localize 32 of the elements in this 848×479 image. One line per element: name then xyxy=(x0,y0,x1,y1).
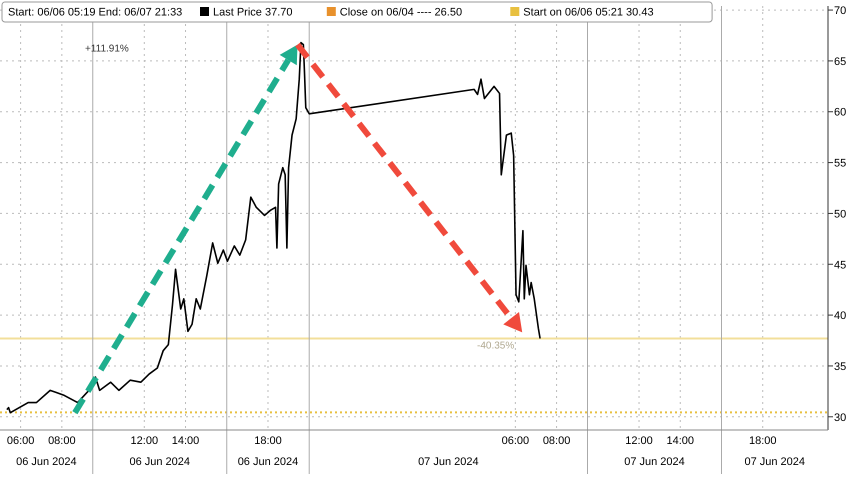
line-series xyxy=(6,42,541,414)
annotation: -40.35% xyxy=(476,340,514,352)
x-tick-label: 14:00 xyxy=(172,435,200,447)
x-tick-label: 18:00 xyxy=(748,435,776,447)
y-tick-label: 55 xyxy=(834,158,846,170)
x-tick-label: 06:00 xyxy=(502,435,530,447)
x-tick-label: 08:00 xyxy=(48,435,76,447)
chart-subtitle: Start: 06/06 05:19 End: 06/07 21:33 xyxy=(8,6,182,18)
y-tick-label: 35 xyxy=(834,360,846,373)
y-tick-label: 50 xyxy=(834,208,846,220)
x-tick-label: 14:00 xyxy=(666,435,694,447)
y-tick-label: 70 xyxy=(834,5,846,18)
text: 06 Jun 2024 xyxy=(238,456,298,468)
y-tick-label: 65 xyxy=(834,56,846,68)
x-tick-label: 12:00 xyxy=(625,435,653,447)
x-tick-label: 08:00 xyxy=(542,435,570,447)
text: 07 Jun 2024 xyxy=(624,456,685,468)
x-tick-label: 18:00 xyxy=(254,435,282,447)
y-tick-label: 30 xyxy=(834,412,846,424)
legend-label: Start on 06/06 05:21 30.43 xyxy=(523,6,654,18)
y-tick-label: 45 xyxy=(834,259,846,272)
y-tick-label: 40 xyxy=(834,310,846,322)
y-tick-label: 60 xyxy=(834,106,846,119)
text: 06 Jun 2024 xyxy=(16,456,77,468)
annotation: Close on 06/04 ---- 26.50 xyxy=(340,6,462,18)
x-tick-label: 06:00 xyxy=(6,435,34,447)
annotation: +111.91% xyxy=(84,44,129,55)
x-tick-label: 12:00 xyxy=(130,435,158,447)
text: 07 Jun 2024 xyxy=(744,456,806,468)
text: 07 Jun 2024 xyxy=(418,456,479,468)
text: 06 Jun 2024 xyxy=(129,456,190,468)
legend-label: Last Price 37.70 xyxy=(213,6,292,18)
